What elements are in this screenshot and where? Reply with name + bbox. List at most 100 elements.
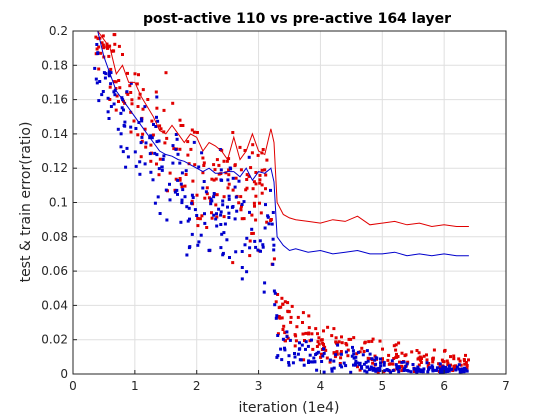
scatter-point: [300, 343, 304, 347]
scatter-point: [114, 80, 118, 84]
scatter-point: [207, 196, 211, 200]
scatter-point: [114, 108, 118, 112]
scatter-point: [183, 184, 187, 188]
scatter-point: [415, 349, 419, 352]
test-error-line-series: [97, 31, 469, 257]
scatter-point: [204, 190, 208, 194]
scatter-point: [240, 203, 244, 206]
scatter-point: [449, 355, 452, 359]
scatter-point: [264, 203, 267, 207]
scatter-point: [373, 354, 377, 358]
scatter-point: [102, 46, 106, 50]
scatter-point: [108, 85, 112, 89]
y-tick-label: 0.08: [41, 230, 68, 244]
x-tick-label: 3: [255, 379, 263, 393]
scatter-point: [358, 350, 362, 354]
scatter-point: [185, 205, 189, 209]
scatter-point: [129, 110, 133, 114]
scatter-point: [100, 41, 104, 45]
scatter-point: [315, 345, 319, 348]
scatter-point: [116, 127, 120, 131]
scatter-point: [369, 365, 373, 369]
scatter-point: [422, 367, 426, 371]
scatter-point: [332, 359, 336, 363]
scatter-point: [251, 231, 255, 235]
scatter-point: [306, 344, 310, 348]
scatter-point: [130, 98, 134, 102]
scatter-point: [231, 205, 235, 208]
scatter-point: [162, 154, 166, 158]
scatter-point: [287, 361, 291, 364]
scatter-point: [338, 362, 342, 365]
scatter-point: [431, 365, 435, 369]
scatter-point: [273, 291, 277, 295]
scatter-point: [307, 332, 310, 336]
scatter-point: [128, 84, 132, 88]
scatter-point: [260, 168, 264, 172]
scatter-point: [231, 176, 235, 180]
scatter-point: [307, 361, 310, 364]
scatter-point: [214, 177, 218, 181]
scatter-point: [291, 361, 295, 365]
scatter-point: [281, 337, 285, 341]
scatter-point: [151, 178, 155, 182]
scatter-point: [234, 195, 238, 199]
scatter-point: [212, 178, 216, 182]
scatter-point: [136, 133, 140, 137]
scatter-point: [463, 362, 467, 366]
scatter-point: [439, 368, 443, 372]
scatter-point: [417, 367, 421, 371]
scatter-point: [403, 354, 407, 358]
scatter-point: [144, 141, 148, 145]
scatter-point: [115, 94, 119, 98]
scatter-point: [120, 96, 124, 100]
scatter-point: [129, 91, 133, 94]
scatter-point: [261, 245, 265, 249]
scatter-point: [164, 188, 168, 192]
scatter-point: [210, 211, 213, 215]
scatter-point: [360, 365, 363, 369]
scatter-point: [314, 327, 318, 331]
scatter-point: [441, 360, 445, 364]
scatter-point: [455, 365, 459, 369]
scatter-point: [133, 72, 137, 76]
scatter-point: [264, 187, 267, 191]
scatter-point: [190, 199, 194, 203]
scatter-point: [356, 361, 359, 365]
scatter-point: [227, 182, 231, 186]
scatter-point: [383, 369, 387, 373]
scatter-point: [283, 348, 287, 352]
scatter-point: [217, 172, 221, 176]
scatter-point: [378, 367, 382, 371]
y-tick-label: 0.1: [49, 196, 68, 210]
scatter-point: [186, 219, 190, 223]
scatter-point: [228, 256, 231, 259]
scatter-point: [411, 363, 415, 366]
scatter-point: [355, 352, 359, 356]
scatter-point: [260, 191, 264, 195]
scatter-point: [322, 343, 325, 346]
scatter-point: [301, 311, 305, 315]
scatter-point: [346, 354, 350, 358]
scatter-point: [353, 362, 357, 366]
scatter-point: [464, 361, 468, 364]
scatter-point: [431, 360, 435, 364]
scatter-point: [250, 151, 254, 155]
scatter-point: [397, 366, 401, 370]
scatter-point: [289, 315, 293, 319]
scatter-point: [239, 195, 243, 199]
scatter-point: [174, 147, 178, 151]
scatter-point: [214, 203, 218, 207]
scatter-point: [233, 185, 237, 189]
scatter-point: [168, 182, 171, 186]
scatter-point: [397, 370, 401, 374]
scatter-point: [172, 147, 176, 151]
scatter-point: [239, 208, 243, 212]
scatter-point: [354, 359, 358, 363]
scatter-point: [287, 354, 291, 358]
scatter-point: [136, 105, 140, 108]
scatter-point: [370, 339, 374, 343]
y-tick-label: 0.06: [41, 264, 68, 278]
scatter-point: [251, 187, 255, 191]
scatter-point: [162, 108, 166, 112]
